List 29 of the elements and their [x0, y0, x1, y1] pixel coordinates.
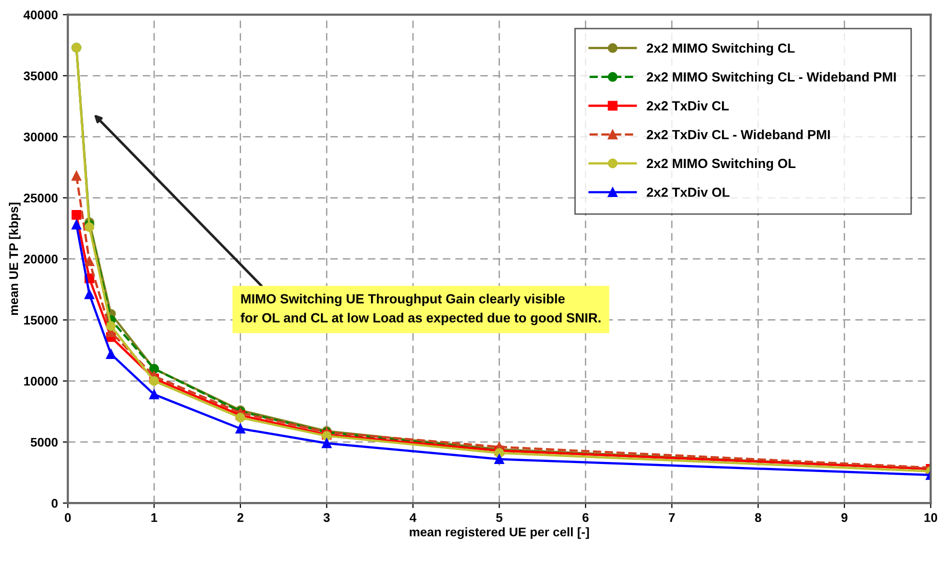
y-tick-label: 5000 [30, 438, 58, 447]
legend-label: 2x2 TxDiv CL [646, 100, 729, 110]
y-tick-label: 40000 [24, 10, 58, 20]
x-tick-label: 4 [410, 513, 416, 522]
x-tick-label: 8 [755, 513, 762, 522]
x-axis-title: mean registered UE per cell [-] [410, 527, 589, 539]
x-tick-label: 6 [582, 513, 589, 522]
y-axis-title: mean UE TP [kbps] [8, 202, 21, 315]
legend-label: 2x2 MIMO Switching OL [646, 158, 796, 171]
y-tick-label: 15000 [24, 316, 58, 325]
x-tick-label: 1 [151, 513, 158, 522]
annotation: MIMO Switching UE Throughput Gain clearly visible for OL and CL at low Load as expected due to good SNIR. [240, 294, 600, 326]
x-tick-label: 7 [668, 513, 675, 522]
x-tick-label: 3 [323, 513, 330, 522]
legend-label: 2x2 MIMO Switching CL - Wideband PMI [646, 72, 896, 84]
y-tick-label: 0 [52, 498, 58, 508]
y-tick-label: 10000 [24, 376, 58, 386]
y-tick-label: 25000 [24, 194, 58, 202]
x-tick-label: 5 [496, 513, 502, 522]
y-tick-label: 35000 [24, 72, 58, 80]
legend-label: 2x2 MIMO Switching CL [646, 43, 795, 56]
x-tick-label: 9 [841, 513, 848, 522]
x-tick-label: 0 [64, 513, 71, 522]
legend-label: 2x2 TxDiv CL - Wideband PMI [646, 130, 830, 140]
x-tick-label: 2 [237, 513, 244, 522]
x-tick-label: 10 [924, 513, 938, 522]
legend-label: 2x2 TxDiv OL [646, 187, 730, 197]
y-tick-label: 20000 [24, 254, 58, 264]
y-tick-label: 30000 [24, 132, 58, 142]
